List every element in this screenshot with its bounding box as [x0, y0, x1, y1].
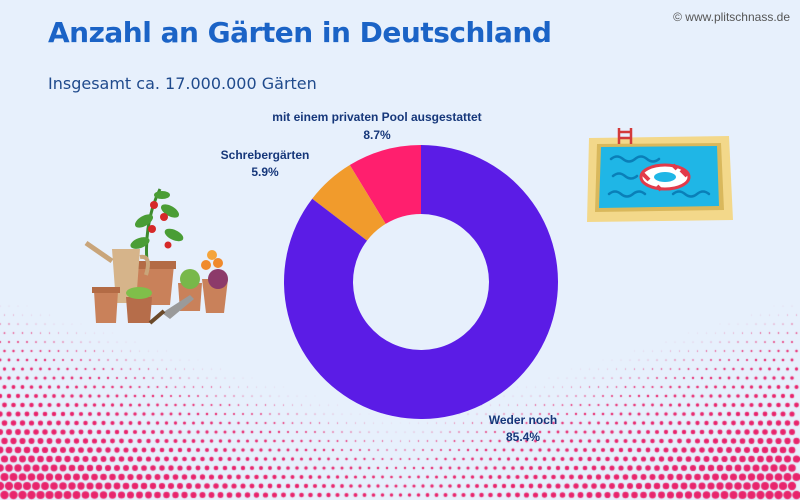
- page-title: Anzahl an Gärten in Deutschland: [48, 16, 552, 49]
- slice-value-label: 5.9%: [251, 165, 279, 179]
- slice-label: mit einem privaten Pool ausgestattet: [272, 110, 481, 124]
- swimming-pool-icon: [587, 128, 733, 222]
- slice-label: Schrebergärten: [221, 148, 310, 162]
- donut-slice-0: [349, 145, 421, 224]
- donut-slice-1: [312, 164, 386, 241]
- slice-value-label: 85.4%: [506, 430, 540, 444]
- copyright-notice: © www.plitschnass.de: [673, 10, 790, 24]
- page-subtitle: Insgesamt ca. 17.000.000 Gärten: [48, 74, 317, 93]
- slice-label: Weder noch: [489, 413, 557, 427]
- slice-value-label: 8.7%: [363, 128, 391, 142]
- garden-pots-icon: [84, 188, 228, 325]
- donut-slice-2: [284, 145, 559, 419]
